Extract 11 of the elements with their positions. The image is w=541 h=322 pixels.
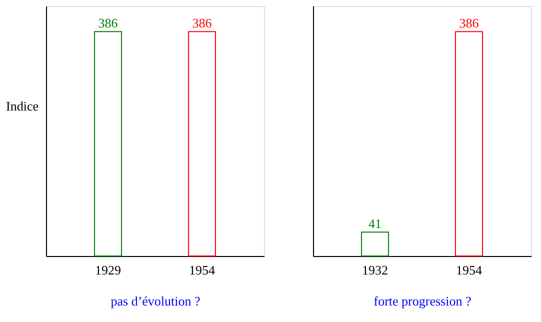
x-tick-label: 1932 (362, 262, 388, 278)
x-tick-label: 1954 (456, 262, 482, 278)
data-label: 386 (98, 16, 118, 31)
x-axis-title: forte progression ? (374, 294, 472, 308)
x-tick-label: 1929 (95, 262, 122, 278)
y-axis-title: Indice (6, 98, 39, 114)
data-label: 41 (368, 216, 382, 232)
x-axis-title: pas d’évolution ? (110, 294, 200, 308)
data-label: 386 (459, 16, 480, 31)
data-label: 386 (192, 16, 212, 31)
x-tick-label: 1954 (188, 262, 216, 278)
